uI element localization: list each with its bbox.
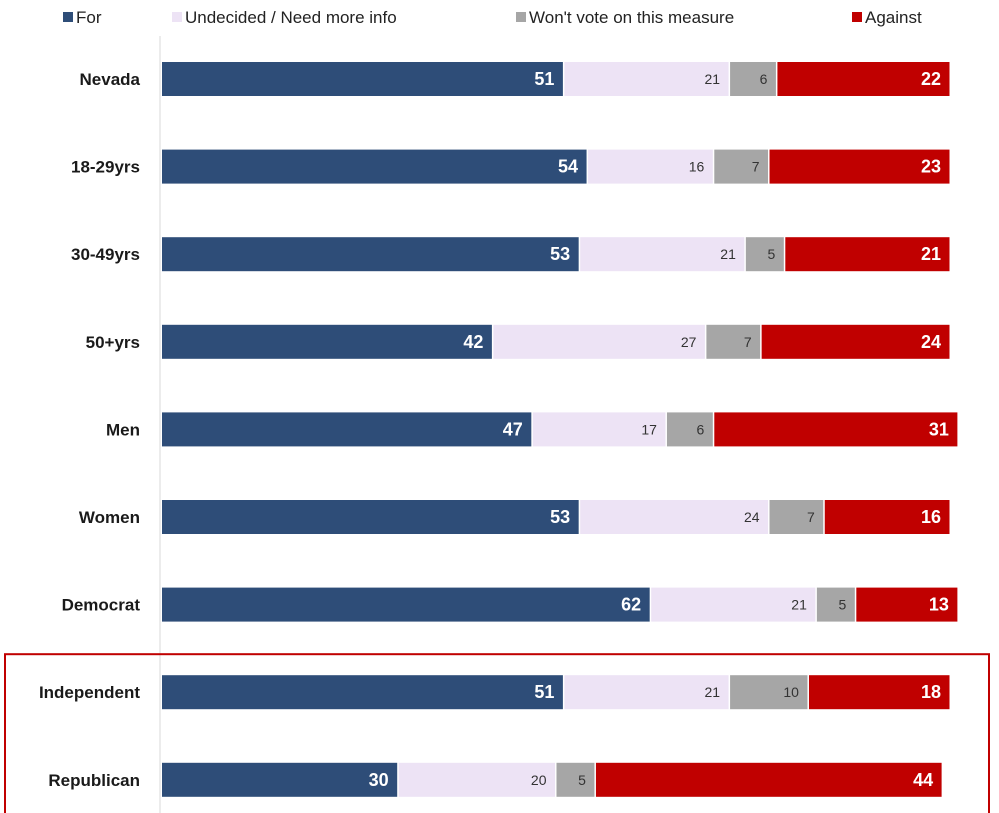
value-label-won-t-vote-on-this-measure-men: 6 bbox=[697, 421, 705, 437]
bar-for-18-29yrs bbox=[162, 149, 587, 184]
highlight-box bbox=[4, 653, 990, 813]
value-label-against-women: 16 bbox=[921, 507, 941, 527]
bar-undecided-need-more-info-50-yrs bbox=[493, 324, 705, 359]
bar-won-t-vote-on-this-measure-democrat bbox=[816, 587, 855, 622]
legend-swatch-won-t-vote-on-this-measure bbox=[516, 12, 526, 22]
legend-label-won-t-vote-on-this-measure: Won't vote on this measure bbox=[529, 8, 734, 27]
category-label-men: Men bbox=[106, 420, 140, 439]
legend-label-for: For bbox=[76, 8, 102, 27]
value-label-won-t-vote-on-this-measure-democrat: 5 bbox=[839, 597, 847, 613]
value-label-for-50-yrs: 42 bbox=[463, 332, 483, 352]
legend-swatch-for bbox=[63, 12, 73, 22]
bar-for-nevada bbox=[162, 62, 563, 96]
bar-area: 51 21 6 22 54 16 7 23 53 21 5 21 42 27 7 24 47 17 6 31 53 24 7… bbox=[162, 62, 958, 797]
bar-undecided-need-more-info-30-49yrs bbox=[580, 237, 745, 272]
legend-label-against: Against bbox=[865, 8, 922, 27]
bar-won-t-vote-on-this-measure-50-yrs bbox=[706, 324, 761, 359]
bar-won-t-vote-on-this-measure-nevada bbox=[730, 62, 776, 96]
legend-swatch-against bbox=[852, 12, 862, 22]
category-label-30-49yrs: 30-49yrs bbox=[71, 245, 140, 264]
bar-undecided-need-more-info-women bbox=[580, 500, 769, 534]
value-label-for-women: 53 bbox=[550, 507, 570, 527]
value-label-won-t-vote-on-this-measure-independent: 10 bbox=[783, 684, 799, 700]
value-label-won-t-vote-on-this-measure-18-29yrs: 7 bbox=[752, 159, 760, 175]
value-label-against-30-49yrs: 21 bbox=[921, 244, 941, 264]
bar-against-18-29yrs bbox=[769, 149, 950, 184]
category-label-republican: Republican bbox=[48, 771, 140, 790]
bar-for-30-49yrs bbox=[162, 237, 579, 272]
value-label-won-t-vote-on-this-measure-50-yrs: 7 bbox=[744, 334, 752, 350]
bar-for-republican bbox=[162, 762, 398, 797]
value-label-against-men: 31 bbox=[929, 419, 949, 439]
value-label-won-t-vote-on-this-measure-republican: 5 bbox=[578, 772, 586, 788]
legend-label-undecided-need-more-info: Undecided / Need more info bbox=[185, 8, 397, 27]
bar-against-men bbox=[714, 412, 958, 447]
value-label-undecided-need-more-info-men: 17 bbox=[641, 421, 657, 437]
bar-won-t-vote-on-this-measure-independent bbox=[730, 675, 808, 710]
category-label-democrat: Democrat bbox=[62, 596, 141, 615]
value-label-for-men: 47 bbox=[503, 419, 523, 439]
category-labels: Nevada 18-29yrs 30-49yrs 50+yrs Men Women Demo… bbox=[39, 70, 141, 790]
legend: For Undecided / Need more info Won't vote … bbox=[63, 8, 922, 27]
value-label-against-republican: 44 bbox=[913, 770, 933, 790]
bar-undecided-need-more-info-nevada bbox=[564, 62, 729, 96]
bar-undecided-need-more-info-republican bbox=[398, 762, 555, 797]
bar-against-independent bbox=[808, 675, 950, 710]
bar-undecided-need-more-info-men bbox=[532, 412, 666, 447]
value-label-undecided-need-more-info-women: 24 bbox=[744, 509, 760, 525]
legend-swatch-undecided-need-more-info bbox=[172, 12, 182, 22]
value-label-for-independent: 51 bbox=[534, 682, 554, 702]
category-label-18-29yrs: 18-29yrs bbox=[71, 158, 140, 177]
bar-against-republican bbox=[595, 762, 942, 797]
bar-for-independent bbox=[162, 675, 563, 710]
bar-undecided-need-more-info-18-29yrs bbox=[588, 149, 713, 184]
value-label-undecided-need-more-info-30-49yrs: 21 bbox=[720, 246, 736, 262]
value-label-against-50-yrs: 24 bbox=[921, 332, 941, 352]
value-label-undecided-need-more-info-18-29yrs: 16 bbox=[689, 159, 705, 175]
category-label-50-yrs: 50+yrs bbox=[86, 333, 140, 352]
bar-undecided-need-more-info-democrat bbox=[651, 587, 816, 622]
value-label-undecided-need-more-info-democrat: 21 bbox=[791, 597, 807, 613]
category-label-independent: Independent bbox=[39, 683, 140, 702]
bar-for-50-yrs bbox=[162, 324, 492, 359]
bar-for-women bbox=[162, 500, 579, 534]
bar-against-democrat bbox=[856, 587, 958, 622]
value-label-for-republican: 30 bbox=[369, 770, 389, 790]
value-label-undecided-need-more-info-nevada: 21 bbox=[705, 71, 721, 87]
value-label-against-nevada: 22 bbox=[921, 69, 941, 89]
value-label-for-nevada: 51 bbox=[534, 69, 554, 89]
category-label-women: Women bbox=[79, 508, 140, 527]
bar-won-t-vote-on-this-measure-30-49yrs bbox=[745, 237, 784, 272]
bar-won-t-vote-on-this-measure-18-29yrs bbox=[714, 149, 769, 184]
bar-against-30-49yrs bbox=[785, 237, 950, 272]
bar-won-t-vote-on-this-measure-republican bbox=[556, 762, 595, 797]
value-label-for-30-49yrs: 53 bbox=[550, 244, 570, 264]
value-label-won-t-vote-on-this-measure-women: 7 bbox=[807, 509, 815, 525]
bar-won-t-vote-on-this-measure-men bbox=[666, 412, 713, 447]
category-label-nevada: Nevada bbox=[80, 70, 141, 89]
value-label-against-18-29yrs: 23 bbox=[921, 157, 941, 177]
bar-against-nevada bbox=[777, 62, 950, 96]
value-label-undecided-need-more-info-independent: 21 bbox=[705, 684, 721, 700]
value-label-against-democrat: 13 bbox=[929, 595, 949, 615]
bar-undecided-need-more-info-independent bbox=[564, 675, 729, 710]
bar-for-men bbox=[162, 412, 532, 447]
bar-against-50-yrs bbox=[761, 324, 950, 359]
value-label-won-t-vote-on-this-measure-nevada: 6 bbox=[760, 71, 768, 87]
bar-for-democrat bbox=[162, 587, 650, 622]
value-label-undecided-need-more-info-50-yrs: 27 bbox=[681, 334, 697, 350]
value-label-won-t-vote-on-this-measure-30-49yrs: 5 bbox=[768, 246, 776, 262]
bar-won-t-vote-on-this-measure-women bbox=[769, 500, 824, 534]
value-label-for-democrat: 62 bbox=[621, 595, 641, 615]
value-label-for-18-29yrs: 54 bbox=[558, 157, 578, 177]
value-label-against-independent: 18 bbox=[921, 682, 941, 702]
value-label-undecided-need-more-info-republican: 20 bbox=[531, 772, 547, 788]
bar-against-women bbox=[824, 500, 950, 534]
